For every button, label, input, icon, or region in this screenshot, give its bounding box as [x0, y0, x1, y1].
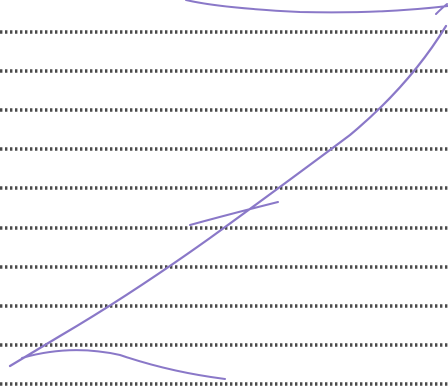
- ink-stroke-bottom-curve: [21, 349, 226, 380]
- ink-stroke-main-diagonal: [8, 24, 448, 368]
- ink-stroke-short-diagonal: [189, 201, 279, 226]
- ink-stroke-corner-tick: [435, 3, 448, 15]
- ink-strokes: [8, 0, 448, 380]
- ink-stroke-top-curve: [185, 0, 448, 14]
